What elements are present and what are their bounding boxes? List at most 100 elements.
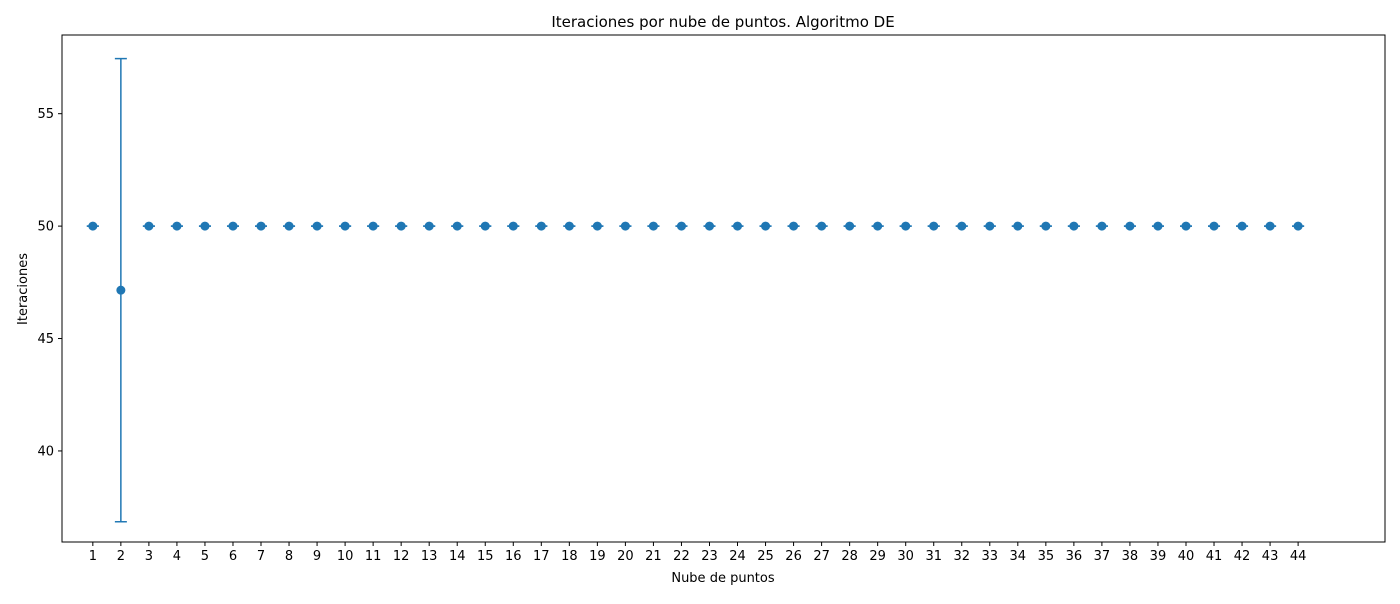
x-tick-label: 38: [1122, 549, 1139, 564]
y-tick-label: 50: [37, 220, 54, 235]
y-tick-label: 40: [37, 444, 54, 459]
x-tick-label: 10: [337, 549, 354, 564]
x-tick-label: 3: [145, 549, 153, 564]
data-point: [284, 221, 294, 231]
data-point: [1209, 221, 1219, 231]
x-tick-label: 8: [285, 549, 293, 564]
data-point: [957, 221, 967, 231]
x-tick-label: 12: [393, 549, 410, 564]
data-point: [901, 221, 911, 231]
data-point: [452, 221, 462, 231]
data-point: [704, 221, 714, 231]
data-point: [789, 221, 799, 231]
y-tick-label: 45: [37, 332, 54, 347]
chart-title: Iteraciones por nube de puntos. Algoritm…: [551, 13, 894, 31]
x-tick-label: 41: [1206, 549, 1223, 564]
x-tick-label: 36: [1066, 549, 1083, 564]
data-point: [929, 221, 939, 231]
axes-frame: [61, 34, 1386, 543]
x-tick-label: 14: [449, 549, 466, 564]
data-point: [592, 221, 602, 231]
data-point: [1069, 221, 1079, 231]
x-tick-label: 16: [505, 549, 522, 564]
data-point: [761, 221, 771, 231]
x-tick-label: 18: [561, 549, 578, 564]
y-axis-label: Iteraciones: [16, 253, 31, 325]
x-tick-label: 26: [785, 549, 802, 564]
x-tick-label: 23: [701, 549, 718, 564]
data-point: [88, 221, 98, 231]
plot-area: [86, 57, 1305, 523]
x-tick-label: 35: [1038, 549, 1055, 564]
data-point: [396, 221, 406, 231]
data-point: [985, 221, 995, 231]
data-point: [564, 221, 574, 231]
data-point: [116, 285, 126, 295]
data-point: [480, 221, 490, 231]
x-tick-label: 32: [953, 549, 970, 564]
x-tick-label: 5: [201, 549, 209, 564]
x-tick-label: 19: [589, 549, 606, 564]
data-point: [1181, 221, 1191, 231]
x-tick-label: 43: [1262, 549, 1279, 564]
data-point: [508, 221, 518, 231]
x-tick-label: 27: [813, 549, 830, 564]
data-point: [676, 221, 686, 231]
x-axis-label: Nube de puntos: [671, 571, 775, 586]
x-tick-label: 29: [869, 549, 886, 564]
data-point: [424, 221, 434, 231]
x-tick-label: 4: [173, 549, 181, 564]
x-tick-label: 33: [982, 549, 999, 564]
data-point: [873, 221, 883, 231]
x-tick-label: 34: [1010, 549, 1027, 564]
x-tick-label: 2: [117, 549, 125, 564]
data-point: [312, 221, 322, 231]
data-point: [1237, 221, 1247, 231]
data-point: [1097, 221, 1107, 231]
x-tick-label: 6: [229, 549, 237, 564]
data-point: [228, 221, 238, 231]
x-tick-label: 9: [313, 549, 321, 564]
data-point: [536, 221, 546, 231]
x-tick-label: 37: [1094, 549, 1111, 564]
data-point: [1153, 221, 1163, 231]
data-point: [144, 221, 154, 231]
data-point: [172, 221, 182, 231]
x-tick-label: 21: [645, 549, 662, 564]
x-tick-label: 31: [925, 549, 942, 564]
x-tick-label: 22: [673, 549, 690, 564]
x-tick-label: 28: [841, 549, 858, 564]
x-tick-label: 44: [1290, 549, 1307, 564]
y-tick-label: 55: [37, 107, 54, 122]
data-point: [340, 221, 350, 231]
data-point: [1125, 221, 1135, 231]
data-point: [648, 221, 658, 231]
data-point: [1265, 221, 1275, 231]
x-tick-label: 20: [617, 549, 634, 564]
x-tick-label: 15: [477, 549, 494, 564]
data-point: [1013, 221, 1023, 231]
x-tick-label: 13: [421, 549, 438, 564]
x-tick-label: 39: [1150, 549, 1167, 564]
x-axis: 1 2 3 4 5 6 7 8 9 10 11 12 13 14 15 16 17 18 19 20 21 22 23 24 2…: [89, 542, 1307, 564]
x-tick-label: 42: [1234, 549, 1251, 564]
x-tick-label: 40: [1178, 549, 1195, 564]
data-point: [733, 221, 743, 231]
x-tick-label: 24: [729, 549, 746, 564]
y-axis: 40 45 50 55: [37, 107, 62, 459]
data-point: [620, 221, 630, 231]
data-point: [200, 221, 210, 231]
data-point: [1041, 221, 1051, 231]
data-point: [817, 221, 827, 231]
data-point: [256, 221, 266, 231]
x-tick-label: 25: [757, 549, 774, 564]
x-tick-label: 17: [533, 549, 550, 564]
data-point: [845, 221, 855, 231]
data-point: [1293, 221, 1303, 231]
x-tick-label: 1: [89, 549, 97, 564]
x-tick-label: 11: [365, 549, 382, 564]
x-tick-label: 7: [257, 549, 265, 564]
data-point: [368, 221, 378, 231]
